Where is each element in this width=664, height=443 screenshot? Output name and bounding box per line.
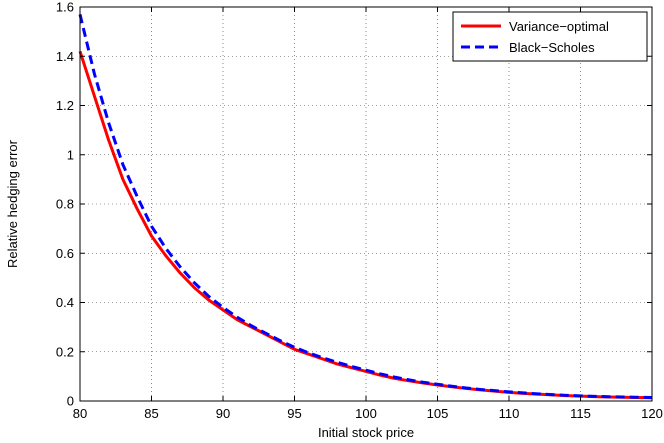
y-axis-label: Relative hedging error <box>5 139 20 268</box>
x-tick-label: 105 <box>427 406 449 421</box>
tick-labels: 80 85 90 95 100 105 110 115 120 0 0.2 0.4 0.6 0.8 1 1.2… <box>56 0 663 421</box>
y-tick-label: 1.2 <box>56 98 74 113</box>
x-tick-label: 80 <box>73 406 87 421</box>
x-tick-label: 95 <box>287 406 301 421</box>
legend-label-variance-optimal: Variance−optimal <box>509 19 609 34</box>
y-tick-label: 0.4 <box>56 295 74 310</box>
series-layer <box>78 14 653 400</box>
y-tick-label: 1 <box>67 147 74 162</box>
y-tick-label: 1.4 <box>56 49 74 64</box>
legend-box <box>452 11 648 62</box>
axis-ticks <box>79 6 653 402</box>
y-tick-label: 1.6 <box>56 0 74 15</box>
x-tick-label: 120 <box>641 406 663 421</box>
legend-label-black-scholes: Black−Scholes <box>509 40 595 55</box>
series-line-black-scholes <box>78 14 653 400</box>
x-tick-label: 115 <box>570 406 591 421</box>
legend: Variance−optimal Black−Scholes <box>452 11 648 62</box>
y-tick-label: 0.8 <box>56 197 74 212</box>
y-tick-label: 0 <box>67 394 74 409</box>
y-tick-label: 0.2 <box>56 344 74 359</box>
x-tick-label: 110 <box>499 406 520 421</box>
x-axis-label: Initial stock price <box>318 425 414 440</box>
x-tick-label: 90 <box>216 406 230 421</box>
grid <box>80 7 652 401</box>
y-tick-label: 0.6 <box>56 246 74 261</box>
x-tick-label: 85 <box>144 406 158 421</box>
x-tick-label: 100 <box>355 406 377 421</box>
